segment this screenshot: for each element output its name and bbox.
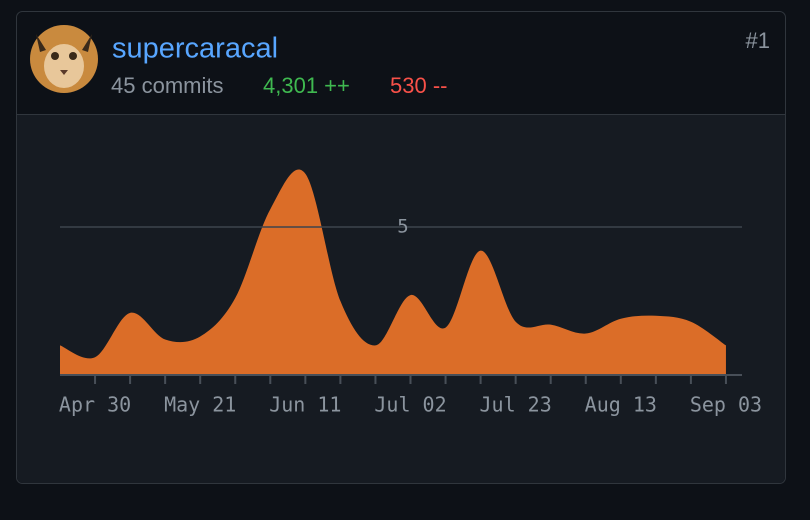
x-tick-label: Jul 02: [374, 393, 446, 417]
chart-panel: [17, 115, 785, 483]
x-tick-label: May 21: [164, 393, 236, 417]
avatar[interactable]: [30, 25, 98, 93]
x-tick-label: Sep 03: [690, 393, 762, 417]
additions: 4,301 ++: [263, 73, 350, 98]
commit-area: [60, 169, 726, 375]
x-tick-label: Jul 23: [480, 393, 552, 417]
rank: #1: [746, 28, 770, 53]
user-name[interactable]: supercaracal: [112, 33, 278, 65]
commit-count: 45 commits: [111, 73, 223, 98]
x-tick-label: Jun 11: [269, 393, 341, 417]
deletions: 530 --: [390, 73, 447, 98]
x-tick-label: Apr 30: [59, 393, 131, 417]
y-tick-label: 5: [397, 216, 408, 238]
x-tick-label: Aug 13: [585, 393, 657, 417]
